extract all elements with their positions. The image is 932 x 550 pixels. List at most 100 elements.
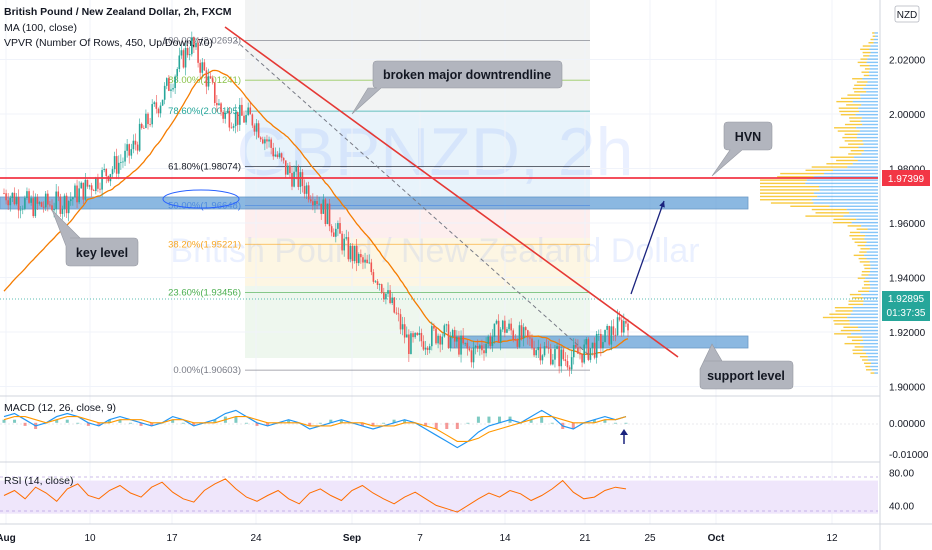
candle-body [19,209,22,211]
currency-badge[interactable]: NZD [894,5,920,23]
candle-body [34,197,37,217]
volume-profile-bar [859,130,878,132]
candle-body [149,124,151,125]
candle-body [301,172,304,187]
candle-body [589,348,592,360]
volume-profile-bar [870,372,875,374]
macd-histogram-bar [476,416,480,423]
time-tick-label: Aug [0,533,16,544]
volume-profile-bar [866,61,878,64]
volume-profile-bar [864,238,878,240]
candle-body [309,199,312,202]
volume-profile-bar [863,300,878,302]
candle-body [604,329,606,343]
candle-body [97,177,99,189]
macd-histogram-bar [497,416,501,423]
candle-body [451,330,454,337]
volume-profile-bar [852,349,863,351]
volume-profile-bar [805,182,878,185]
candle-body [86,179,89,187]
candle-body [332,232,335,237]
candle-body [393,297,396,313]
fib-50-highlight-ellipse [162,189,240,209]
volume-profile-bar [863,339,878,342]
macd-histogram-bar [392,419,396,423]
candle-body [276,154,279,157]
candle-body [362,257,364,263]
candle-body [57,191,60,197]
volume-profile-bar [848,143,864,145]
candle-body [587,338,590,360]
candle-body [176,68,179,77]
candle-body [479,345,481,349]
fib-background [245,0,590,358]
price-tick-label: 2.00000 [889,110,926,121]
volume-profile-bar [860,231,878,234]
candle-body [232,126,235,128]
volume-profile-bar [849,231,861,234]
volume-profile-bar [869,68,878,70]
candle-body [13,192,16,205]
rsi-tick-label: 40.00 [889,501,914,512]
volume-profile-bar [866,257,878,260]
candle-body [138,123,141,151]
volume-profile-bar [760,189,820,191]
candle-body [291,173,293,187]
volume-profile-bar [861,153,878,155]
volume-profile-bar [760,192,814,194]
macd-histogram-bar [55,419,59,423]
candle-body [335,228,337,237]
rsi-axis: 80.00 40.00 [889,468,914,512]
hvn-price-tag: 1.97399 [882,170,930,186]
candle-body [82,182,85,200]
volume-profile-bar [847,336,863,338]
volume-profile-bar [862,349,878,351]
candle-body [270,139,272,148]
volume-profile-bar [862,140,878,142]
candle-body [389,290,391,304]
macd-histogram-bar [213,419,217,423]
candle-body [353,245,356,262]
candle-body [155,102,158,109]
volume-profile-bar [866,352,878,355]
candle-body [341,233,343,251]
candle-body [424,347,427,350]
candle-body [295,167,297,172]
volume-profile-bar [837,130,860,132]
volume-profile-bar [840,329,861,332]
candle-body [570,357,573,370]
volume-profile-bar [822,316,848,319]
volume-profile-bar [860,120,878,122]
macd-pane [0,409,878,449]
volume-profile-bar [863,149,878,152]
candle-body [564,359,567,362]
downtrend-line [224,26,679,358]
candle-body [99,188,101,190]
candle-body [284,160,287,175]
candle-body [560,349,563,367]
callout-hvn-text: HVN [735,130,761,144]
candle-body [508,323,510,330]
candle-body [481,345,483,351]
volume-profile-bar [813,202,878,204]
candle-body [178,55,181,69]
candle-body [625,320,627,324]
macd-histogram-bar [76,422,80,424]
volume-profile-bar [856,127,878,129]
macd-histogram-bar [318,422,322,424]
candle-body [105,168,108,177]
hvn-price-label: 1.97399 [888,174,925,185]
candle-body [449,336,452,349]
candle-body [487,336,489,344]
volume-profile-bar [851,238,865,240]
candle-body [297,167,300,187]
macd-histogram-bar [308,422,312,426]
volume-profile-bar [857,159,878,162]
volume-profile-bar [864,68,870,70]
volume-profile-bar [805,215,844,217]
volume-profile-bar [817,195,878,198]
candle-body [101,170,103,190]
candle-body [38,202,41,204]
volume-profile-bar [834,323,850,325]
volume-profile-bar [858,257,867,260]
